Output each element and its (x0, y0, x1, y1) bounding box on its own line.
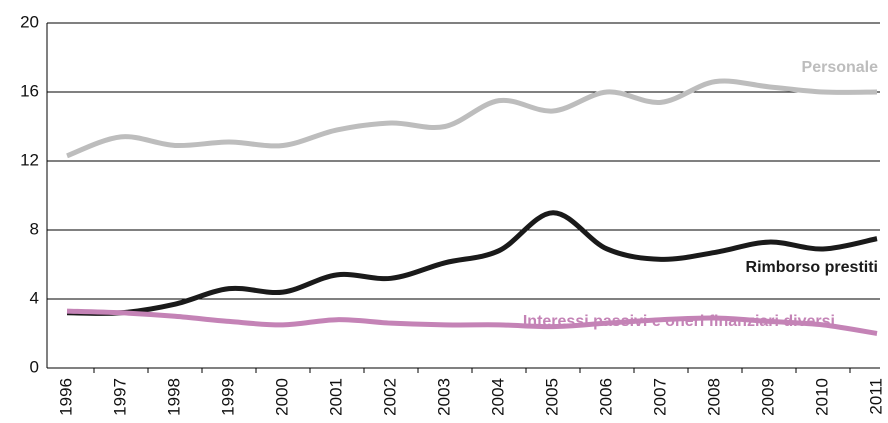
y-tick-label: 8 (30, 219, 39, 238)
x-tick-label: 2001 (326, 378, 345, 416)
x-tick-label: 2002 (380, 378, 399, 416)
x-tick-label: 2007 (650, 378, 669, 416)
series-label: Rimborso prestiti (746, 259, 878, 276)
y-tick-label: 16 (20, 81, 39, 100)
x-tick-label: 2011 (866, 378, 885, 415)
x-tick-label: 2009 (758, 378, 777, 416)
y-tick-label: 0 (30, 357, 39, 376)
x-tick-label: 2003 (434, 378, 453, 416)
x-tick-label: 2006 (596, 378, 615, 416)
x-tick-label: 2008 (704, 378, 723, 416)
x-tick-label: 1998 (164, 378, 183, 416)
series-line (66, 78, 878, 159)
y-tick-label: 12 (20, 150, 39, 169)
x-tick-label: 1996 (56, 378, 75, 416)
series-label: Interessi passivi e oneri finanziari div… (523, 313, 835, 330)
x-tick-label: 2010 (812, 378, 831, 416)
x-tick-label: 2005 (542, 378, 561, 416)
series-label: Personale (802, 59, 879, 76)
series-line (66, 210, 878, 316)
y-tick-label: 20 (20, 12, 39, 31)
y-tick-label: 4 (30, 288, 39, 307)
x-tick-label: 1999 (218, 378, 237, 416)
series-line (66, 308, 878, 336)
x-tick-label: 2000 (272, 378, 291, 416)
x-tick-label: 2004 (488, 378, 507, 416)
x-tick-label: 1997 (110, 378, 129, 416)
